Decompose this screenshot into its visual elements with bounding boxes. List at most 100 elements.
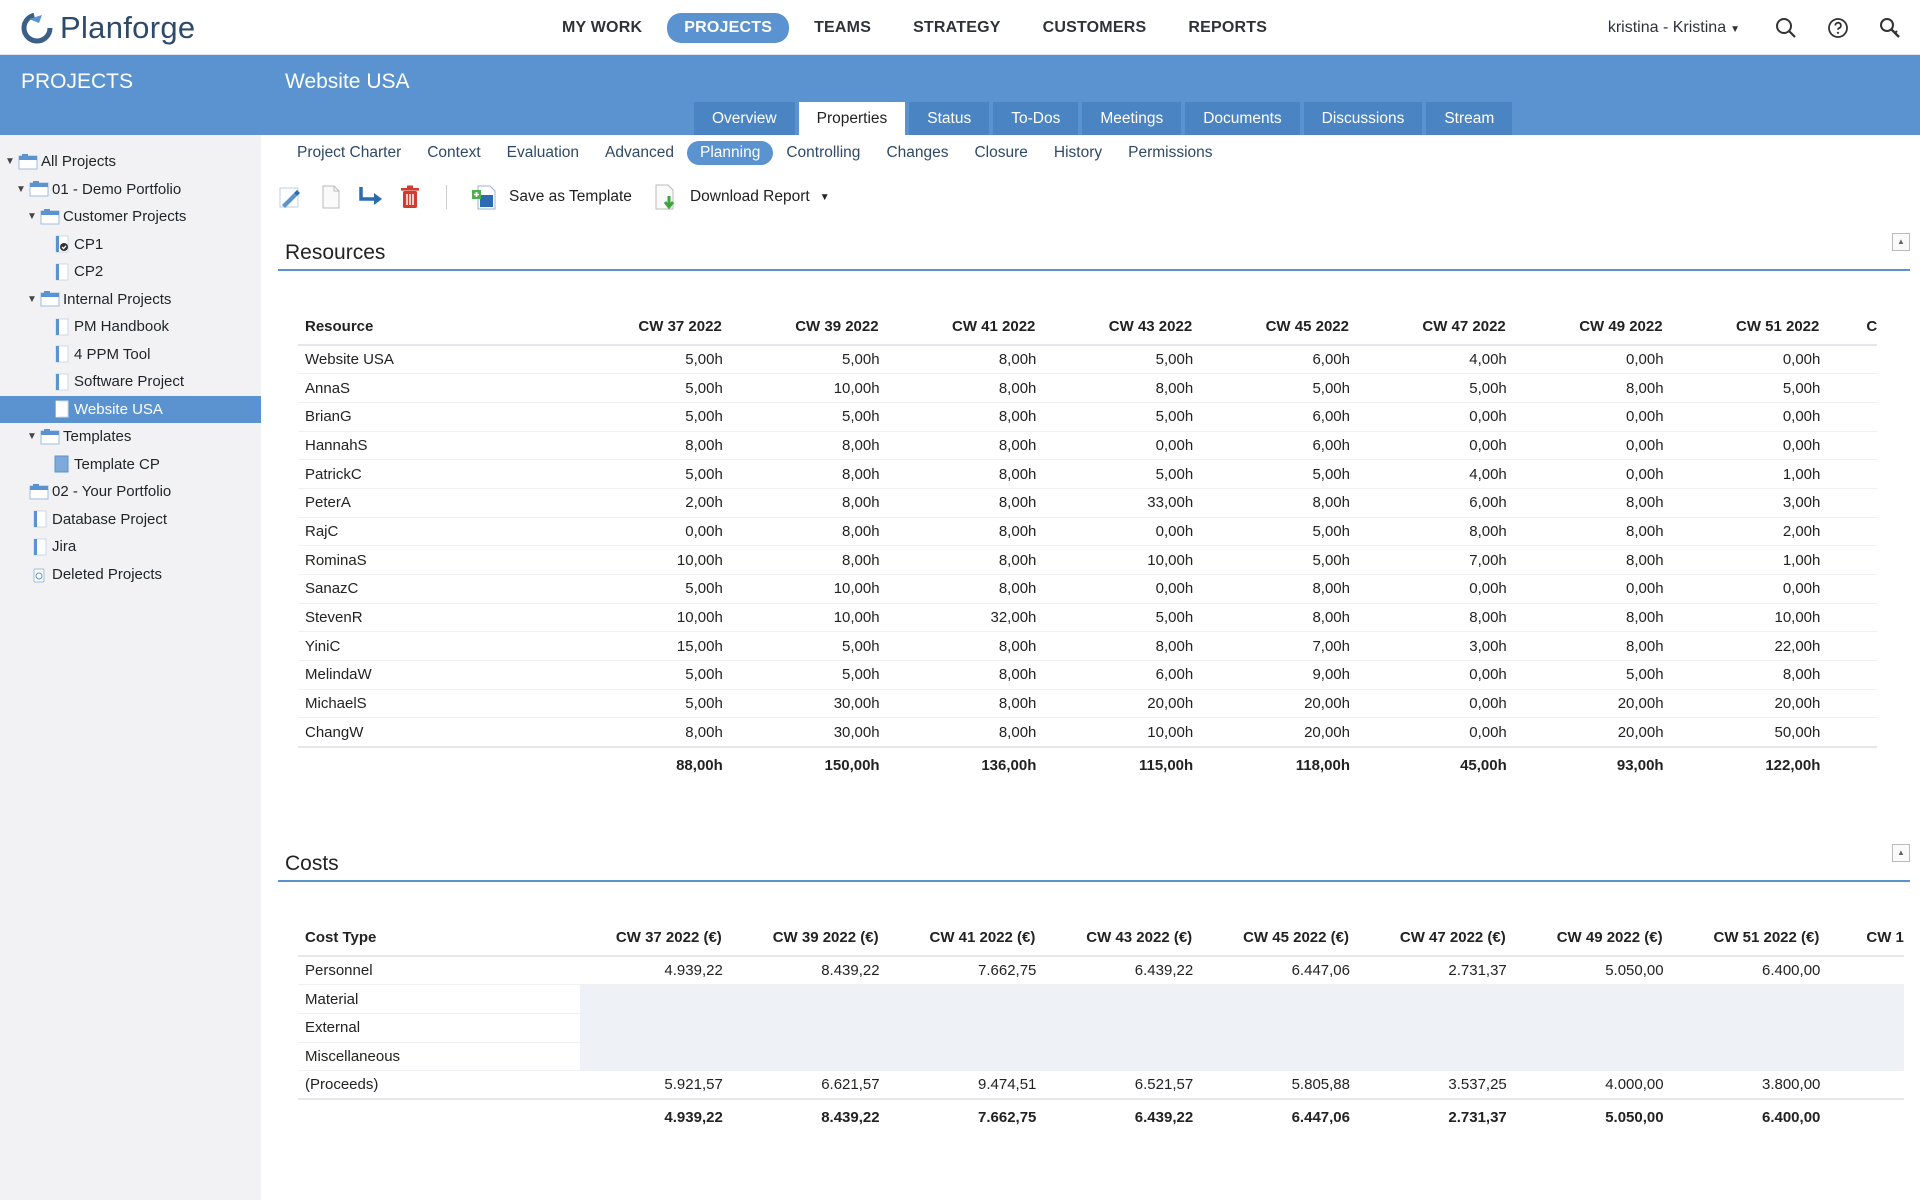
tab-overview[interactable]: Overview — [694, 102, 795, 135]
value-cell[interactable]: 50,00h — [1677, 717, 1835, 748]
value-cell[interactable]: 4.939,22 — [580, 956, 737, 986]
tree-item-internal-projects[interactable]: ▼ Internal Projects — [0, 286, 261, 314]
value-cell[interactable] — [1050, 1013, 1208, 1043]
value-cell[interactable] — [736, 1013, 894, 1043]
value-cell[interactable]: 0,00h — [1677, 574, 1835, 604]
value-cell[interactable]: 5,00h — [1207, 517, 1364, 547]
column-header[interactable]: CW 43 2022 (€) — [1050, 920, 1208, 957]
column-header[interactable]: CW 45 2022 (€) — [1207, 920, 1364, 957]
value-cell[interactable]: 0,00h — [1363, 660, 1521, 690]
value-cell[interactable]: 8,00h — [1207, 603, 1364, 633]
value-cell[interactable]: 9,00h — [1207, 660, 1364, 690]
value-cell[interactable]: 7,00h — [1207, 631, 1364, 662]
value-cell[interactable] — [1363, 1042, 1521, 1072]
value-cell[interactable]: 8,00h — [893, 517, 1051, 547]
value-cell[interactable]: 15,00h — [580, 631, 737, 662]
column-header[interactable]: CW 37 2022 (€) — [580, 920, 737, 957]
column-header[interactable]: CW 51 2022 — [1677, 309, 1835, 346]
value-cell[interactable]: 8,00h — [736, 545, 894, 575]
column-header[interactable]: CW 51 2022 (€) — [1677, 920, 1835, 957]
value-cell[interactable]: 5,00h — [580, 459, 737, 489]
value-cell[interactable]: 6.400,00 — [1677, 956, 1835, 986]
value-cell[interactable]: 0,00h — [1050, 431, 1208, 461]
column-header[interactable]: CW 41 2022 — [893, 309, 1051, 346]
search-icon[interactable] — [1774, 16, 1798, 40]
tree-item-jira[interactable]: Jira — [0, 533, 261, 561]
value-cell[interactable]: 8,00h — [736, 517, 894, 547]
column-header[interactable]: CW 47 2022 — [1363, 309, 1521, 346]
value-cell[interactable]: 5,00h — [736, 402, 894, 432]
tree-item-cp2[interactable]: CP2 — [0, 258, 261, 286]
value-cell[interactable]: 8,00h — [736, 488, 894, 518]
column-header[interactable]: CW 47 2022 (€) — [1363, 920, 1521, 957]
tab-stream[interactable]: Stream — [1426, 102, 1513, 135]
download-report-button[interactable]: Download Report ▼ — [652, 182, 830, 212]
tab-status[interactable]: Status — [909, 102, 990, 135]
value-cell[interactable] — [1050, 1042, 1208, 1072]
value-cell[interactable]: 20,00h — [1520, 689, 1678, 719]
value-cell[interactable]: 20,00h — [1520, 717, 1678, 748]
value-cell[interactable]: 5,00h — [580, 373, 737, 403]
value-cell[interactable]: 1,00h — [1677, 545, 1835, 575]
value-cell[interactable]: 4,00h — [1363, 459, 1521, 489]
value-cell[interactable]: 30,00h — [736, 689, 894, 719]
value-cell[interactable]: 8,00h — [1677, 660, 1835, 690]
column-header[interactable]: CW 49 2022 (€) — [1520, 920, 1678, 957]
value-cell[interactable]: 20,00h — [1050, 689, 1208, 719]
user-menu[interactable]: kristina - Kristina ▼ — [1608, 19, 1740, 37]
value-cell[interactable]: 33,00h — [1050, 488, 1208, 518]
value-cell[interactable]: 5,00h — [1050, 345, 1208, 375]
value-cell[interactable]: 6,00h — [1207, 402, 1364, 432]
value-cell[interactable] — [580, 1013, 737, 1043]
value-cell[interactable]: 10,00h — [580, 603, 737, 633]
value-cell[interactable]: 8,00h — [1050, 373, 1208, 403]
value-cell[interactable]: 8,00h — [1520, 545, 1678, 575]
tree-item-software-project[interactable]: Software Project — [0, 368, 261, 396]
value-cell[interactable]: 10,00h — [736, 373, 894, 403]
move-icon[interactable] — [356, 183, 384, 211]
subtab-context[interactable]: Context — [427, 144, 481, 161]
column-header[interactable]: CW 49 2022 — [1520, 309, 1678, 346]
value-cell[interactable]: 8,00h — [580, 431, 737, 461]
value-cell[interactable]: 10,00h — [1050, 545, 1208, 575]
key-search-icon[interactable] — [1878, 16, 1902, 40]
tab-properties[interactable]: Properties — [798, 102, 906, 135]
expand-toggle-icon[interactable]: ▼ — [27, 211, 37, 223]
expand-toggle-icon[interactable]: ▼ — [27, 431, 37, 443]
expand-toggle-icon[interactable]: ▼ — [27, 293, 37, 305]
tab-meetings[interactable]: Meetings — [1082, 102, 1182, 135]
value-cell[interactable]: 32,00h — [893, 603, 1051, 633]
value-cell[interactable] — [1207, 1013, 1364, 1043]
value-cell[interactable]: 5,00h — [736, 660, 894, 690]
value-cell[interactable]: 5,00h — [1050, 459, 1208, 489]
tree-item-cp1[interactable]: CP1 — [0, 231, 261, 259]
nav-my-work[interactable]: MY WORK — [562, 19, 643, 36]
subtab-history[interactable]: History — [1053, 144, 1103, 161]
value-cell[interactable]: 8,00h — [1520, 488, 1678, 518]
value-cell[interactable]: 8,00h — [580, 717, 737, 748]
value-cell[interactable]: 6,00h — [1363, 488, 1521, 518]
value-cell[interactable]: 20,00h — [1207, 689, 1364, 719]
value-cell[interactable]: 0,00h — [1363, 402, 1521, 432]
value-cell[interactable] — [1677, 1013, 1835, 1043]
value-cell[interactable]: 8,00h — [736, 431, 894, 461]
subtab-controlling[interactable]: Controlling — [786, 144, 861, 161]
value-cell[interactable]: 7.662,75 — [893, 956, 1051, 986]
value-cell[interactable]: 5,00h — [580, 345, 737, 375]
subtab-planning[interactable]: Planning — [687, 141, 774, 165]
value-cell[interactable] — [1520, 984, 1678, 1014]
nav-strategy[interactable]: STRATEGY — [913, 19, 1001, 36]
tree-item-4-ppm-tool[interactable]: 4 PPM Tool — [0, 341, 261, 369]
value-cell[interactable]: 2,00h — [580, 488, 737, 518]
value-cell[interactable]: 6,00h — [1050, 660, 1208, 690]
column-header[interactable]: Resource — [298, 309, 580, 346]
subtab-evaluation[interactable]: Evaluation — [506, 144, 580, 161]
value-cell[interactable]: 8,00h — [1520, 373, 1678, 403]
subtab-project-charter[interactable]: Project Charter — [297, 144, 402, 161]
value-cell[interactable]: 5.805,88 — [1207, 1070, 1364, 1100]
value-cell[interactable]: 8,00h — [893, 545, 1051, 575]
value-cell[interactable]: 8,00h — [893, 488, 1051, 518]
value-cell[interactable]: 8,00h — [893, 402, 1051, 432]
value-cell[interactable] — [1050, 984, 1208, 1014]
value-cell[interactable]: 8,00h — [893, 345, 1051, 375]
